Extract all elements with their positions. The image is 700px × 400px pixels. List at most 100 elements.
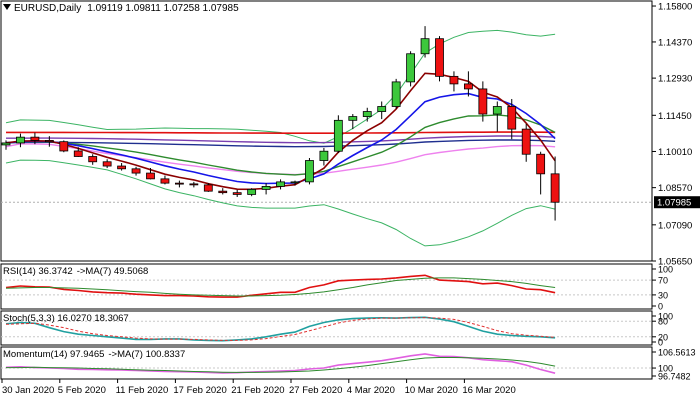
subpane-tick-label: 0 bbox=[658, 302, 663, 312]
rsi-ma-label: ->MA(7) 49.5068 bbox=[76, 266, 149, 277]
series-signal bbox=[5, 317, 556, 341]
series-rsi-14- bbox=[5, 274, 556, 298]
series-main bbox=[5, 316, 556, 342]
series-ma-7- bbox=[6, 357, 556, 373]
series-ma-7- bbox=[5, 277, 556, 297]
candle-bearish bbox=[463, 83, 473, 90]
subpane-tick-label: 106.5613 bbox=[658, 348, 696, 358]
candle-bearish bbox=[174, 182, 184, 185]
pane-frame-stoch bbox=[0, 310, 653, 346]
candle-bearish bbox=[435, 38, 444, 77]
ma-long-red bbox=[6, 131, 556, 134]
candle-bearish bbox=[536, 153, 546, 175]
ma-long-purple bbox=[6, 135, 556, 144]
candle-bearish bbox=[507, 106, 517, 130]
dropdown-triangle-icon[interactable] bbox=[3, 4, 11, 10]
candle-bearish bbox=[88, 156, 98, 163]
stoch-label: Stoch(5,3,3) 16.0270 18.3067 bbox=[3, 313, 129, 324]
candle-bearish bbox=[117, 165, 126, 170]
candle-bullish bbox=[391, 81, 401, 107]
candle-bearish bbox=[550, 173, 560, 203]
candle-bullish bbox=[319, 150, 329, 161]
current-price-label: 1.07985 bbox=[657, 198, 691, 209]
candle-bullish bbox=[1, 142, 11, 146]
candle-bullish bbox=[276, 181, 285, 187]
subpane-tick-label: 30 bbox=[658, 290, 668, 300]
price-tick-label: 1.05650 bbox=[658, 257, 692, 268]
candle-bearish bbox=[146, 172, 155, 180]
candle-bearish bbox=[73, 150, 83, 157]
candle-bearish bbox=[521, 128, 531, 155]
candle-bullish bbox=[377, 106, 387, 112]
ma-long-navy bbox=[6, 139, 556, 148]
candle-bearish bbox=[218, 190, 228, 194]
candle-bearish bbox=[160, 178, 170, 184]
pane-frame-main bbox=[0, 0, 653, 262]
candle-bullish bbox=[290, 181, 300, 184]
ohlc-values: 1.09119 1.09811 1.07258 1.07985 bbox=[87, 3, 239, 14]
time-tick-label: 10 Mar 2020 bbox=[405, 385, 458, 396]
candle-bullish bbox=[305, 160, 314, 183]
candle-bullish bbox=[420, 38, 430, 55]
subpane-tick-label: 96.7482 bbox=[658, 372, 691, 382]
candle-bullish bbox=[247, 189, 257, 195]
candle-bullish bbox=[492, 106, 502, 115]
price-tick-label: 1.12930 bbox=[658, 74, 692, 85]
rsi-title: RSI(14) 36.3742 ->MA(7) 49.5068 bbox=[3, 266, 148, 277]
subpane-tick-label: 100 bbox=[658, 364, 673, 374]
time-tick-label: 27 Feb 2020 bbox=[289, 385, 342, 396]
rsi-label: RSI(14) 36.3742 bbox=[3, 266, 73, 277]
stoch-title: Stoch(5,3,3) 16.0270 18.3067 bbox=[3, 313, 129, 324]
momentum-ma-label: ->MA(7) 100.8337 bbox=[108, 349, 186, 360]
time-tick-label: 21 Feb 2020 bbox=[231, 385, 284, 396]
candle-bullish bbox=[348, 116, 358, 121]
time-tick-label: 30 Jan 2020 bbox=[2, 385, 54, 396]
time-tick-label: 4 Mar 2020 bbox=[347, 385, 395, 396]
momentum-pane[interactable] bbox=[1, 353, 652, 374]
price-tick-label: 1.08570 bbox=[658, 183, 692, 194]
price-tick-label: 1.07090 bbox=[658, 220, 692, 231]
candle-bearish bbox=[102, 161, 112, 167]
bollinger-lower-band bbox=[5, 159, 556, 247]
time-tick-label: 5 Feb 2020 bbox=[58, 385, 106, 396]
candle-bullish bbox=[406, 53, 416, 83]
ma-green bbox=[5, 114, 556, 176]
candle-bullish bbox=[333, 119, 343, 152]
candle-bullish bbox=[16, 136, 25, 144]
time-tick-label: 16 Mar 2020 bbox=[462, 385, 515, 396]
candle-bearish bbox=[59, 141, 69, 152]
subpane-tick-label: 0 bbox=[658, 338, 663, 348]
pane-frames bbox=[0, 0, 653, 380]
candle-bullish bbox=[261, 185, 271, 190]
subpane-tick-label: 100 bbox=[658, 265, 673, 275]
pane-frame-mom bbox=[0, 346, 653, 380]
candle-bearish bbox=[131, 168, 141, 174]
momentum-label: Momentum(14) 97.9465 bbox=[3, 349, 105, 360]
price-tick-label: 1.11450 bbox=[658, 111, 692, 122]
subpane-tick-label: 100 bbox=[658, 312, 673, 322]
time-tick-label: 17 Feb 2020 bbox=[173, 385, 226, 396]
price-tick-label: 1.10010 bbox=[658, 147, 692, 158]
candle-bearish bbox=[44, 140, 54, 143]
price-tick-label: 1.15800 bbox=[658, 2, 692, 13]
candle-bearish bbox=[203, 184, 213, 192]
candle-bullish bbox=[362, 111, 372, 117]
price-tick-label: 1.14370 bbox=[658, 37, 692, 48]
pane-frame-rsi bbox=[0, 263, 653, 310]
time-tick-label: 11 Feb 2020 bbox=[116, 385, 169, 396]
subpane-tick-label: 20 bbox=[658, 332, 668, 342]
candle-bearish bbox=[232, 192, 242, 195]
candle-bearish bbox=[449, 75, 459, 85]
candle-bearish bbox=[478, 88, 488, 115]
stoch-pane[interactable] bbox=[1, 316, 652, 342]
ma-darkred bbox=[5, 72, 556, 191]
price-pane[interactable] bbox=[1, 26, 560, 247]
momentum-title: Momentum(14) 97.9465 ->MA(7) 100.8337 bbox=[3, 349, 185, 360]
rsi-pane[interactable] bbox=[1, 274, 652, 298]
subpane-tick-label: 70 bbox=[658, 276, 668, 286]
symbol-label: EURUSD,Daily bbox=[14, 3, 82, 14]
candle-bearish bbox=[189, 183, 199, 186]
